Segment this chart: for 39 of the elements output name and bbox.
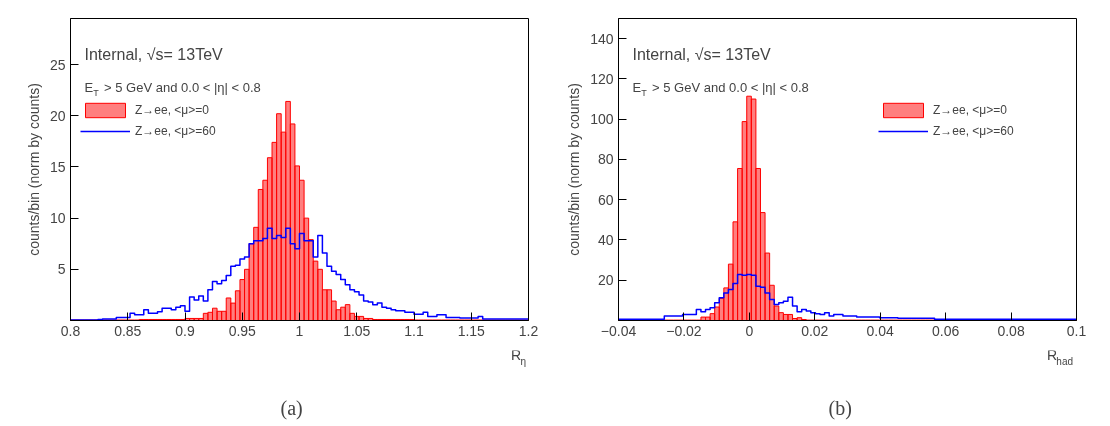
y-axis-title: counts/bin (norm by counts) (25, 83, 42, 256)
x-tick-label: −0.02 (666, 322, 702, 339)
x-tick-label: 0.95 (228, 322, 257, 339)
x-tick-label: −0.04 (600, 322, 637, 339)
y-tick-label: 60 (597, 191, 614, 208)
x-tick-label: 0.1 (1066, 322, 1087, 339)
x-tick-label: 1.15 (457, 322, 486, 339)
y-tick-label: 80 (597, 151, 614, 168)
y-tick-label: 5 (57, 261, 66, 278)
x-tick-label: 1.1 (404, 322, 424, 339)
y-tick-label: 10 (49, 210, 66, 227)
y-tick-label: 20 (597, 272, 614, 289)
y-tick-label: 100 (590, 111, 614, 128)
y-tick-label: 15 (49, 158, 66, 175)
x-tick-label: 1 (295, 322, 304, 339)
y-tick-label: 120 (590, 70, 614, 87)
annotation: Internal, √s= 13TeV (84, 45, 224, 63)
text: (b) (828, 396, 852, 420)
x-tick-label: 1.2 (518, 322, 539, 339)
legend-label: Z→ee, <μ>=60 (135, 124, 216, 138)
text: (a) (280, 396, 303, 420)
annotation: Internal, √s= 13TeV (632, 45, 772, 63)
legend-label: Z→ee, <μ>=60 (933, 124, 1014, 138)
y-axis-title: counts/bin (norm by counts) (566, 83, 583, 256)
y-tick-label: 25 (49, 56, 66, 73)
x-tick-label: 0.85 (114, 322, 142, 339)
legend-label: Z→ee, <μ>=0 (135, 103, 209, 117)
x-tick-label: 0.06 (932, 322, 960, 339)
y-tick-label: 40 (597, 231, 614, 248)
x-tick-label: 0.08 (997, 322, 1025, 339)
y-tick-label: 20 (49, 107, 66, 124)
x-tick-label: 0.8 (60, 322, 81, 339)
x-tick-label: 0 (745, 322, 754, 339)
x-tick-label: 0.02 (801, 322, 829, 339)
y-tick-label: 140 (590, 30, 614, 47)
x-tick-label: 0.04 (866, 322, 895, 339)
x-tick-label: 1.05 (343, 322, 371, 339)
x-tick-label: 0.9 (175, 322, 195, 339)
legend-label: Z→ee, <μ>=0 (933, 103, 1007, 117)
